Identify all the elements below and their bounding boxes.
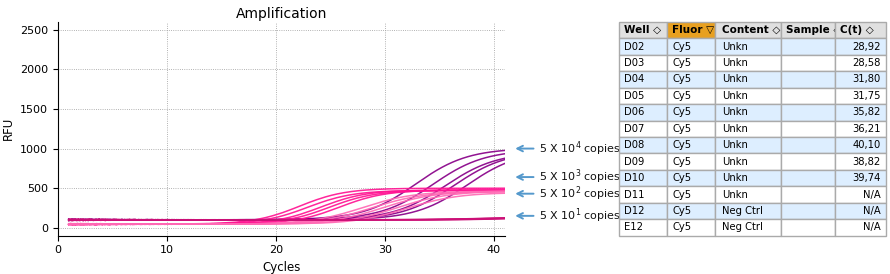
X-axis label: Cycles: Cycles bbox=[263, 261, 301, 274]
Text: 5 X 10$^1$ copies: 5 X 10$^1$ copies bbox=[517, 207, 621, 225]
Text: 5 X 10$^3$ copies: 5 X 10$^3$ copies bbox=[517, 168, 621, 186]
Y-axis label: RFU: RFU bbox=[2, 117, 14, 140]
Title: Amplification: Amplification bbox=[236, 7, 327, 21]
Text: 5 X 10$^2$ copies: 5 X 10$^2$ copies bbox=[517, 184, 621, 203]
Text: 5 X 10$^4$ copies: 5 X 10$^4$ copies bbox=[517, 139, 621, 158]
